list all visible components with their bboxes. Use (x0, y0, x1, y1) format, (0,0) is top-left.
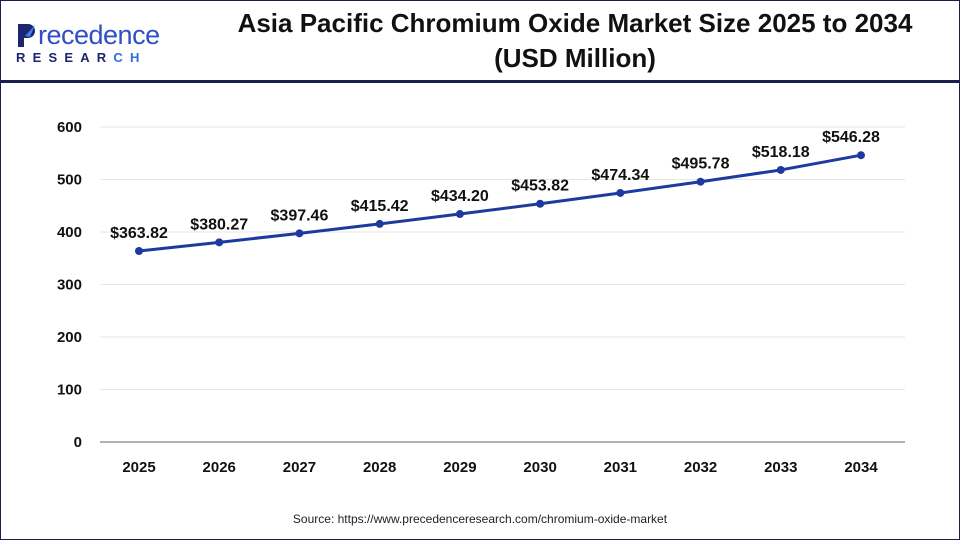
data-label: $434.20 (431, 188, 489, 205)
x-tick-label: 2031 (604, 459, 637, 476)
data-label: $495.78 (672, 156, 730, 173)
y-tick-label: 400 (57, 224, 82, 241)
data-point (455, 210, 464, 219)
title-line-1: Asia Pacific Chromium Oxide Market Size … (237, 8, 913, 38)
precedence-research-logo: recedence RESEARCH (16, 20, 160, 66)
data-point (776, 165, 785, 174)
x-tick-label: 2026 (203, 459, 236, 476)
data-point (375, 219, 384, 228)
logo-p-icon (18, 24, 35, 47)
data-point (295, 229, 304, 238)
x-tick-label: 2027 (283, 459, 316, 476)
x-tick-label: 2028 (363, 459, 396, 476)
data-point (616, 188, 625, 197)
data-point (135, 246, 143, 255)
series-line-segment (299, 222, 380, 235)
x-tick-label: 2029 (443, 459, 476, 476)
series-line-segment (700, 168, 781, 184)
chart-title: Asia Pacific Chromium Oxide Market Size … (190, 6, 960, 76)
series-line-segment (379, 212, 461, 226)
y-tick-label: 200 (57, 329, 82, 346)
data-point (857, 151, 865, 160)
x-tick-label: 2034 (844, 459, 878, 476)
data-label: $363.82 (110, 225, 168, 242)
x-tick-label: 2032 (684, 459, 717, 476)
x-tick-label: 2025 (122, 459, 155, 476)
data-point (696, 177, 705, 186)
series-line-segment (459, 202, 541, 216)
series-line-segment (620, 180, 701, 195)
x-tick-label: 2030 (523, 459, 556, 476)
x-tick-label: 2033 (764, 459, 797, 476)
source-note: Source: https://www.precedenceresearch.c… (292, 512, 668, 526)
data-label: $380.27 (190, 216, 248, 233)
series-line-segment (780, 153, 862, 172)
data-point (215, 238, 224, 247)
data-label: $415.42 (351, 198, 409, 215)
series-line-segment (539, 191, 621, 206)
series-line-segment (219, 231, 300, 244)
y-tick-label: 500 (57, 172, 82, 189)
data-label: $453.82 (511, 178, 569, 195)
y-tick-label: 100 (57, 382, 82, 399)
data-label: $397.46 (271, 207, 329, 224)
data-point (536, 199, 545, 208)
y-tick-label: 0 (74, 434, 82, 451)
data-label: $474.34 (591, 167, 649, 184)
data-label: $518.18 (752, 144, 810, 161)
title-line-2: (USD Million) (494, 43, 656, 73)
data-label: $546.28 (822, 129, 880, 146)
header: recedence RESEARCH Asia Pacific Chromium… (0, 0, 960, 83)
y-tick-label: 300 (57, 277, 82, 294)
y-tick-label: 600 (57, 119, 82, 136)
series-line-segment (138, 240, 220, 253)
